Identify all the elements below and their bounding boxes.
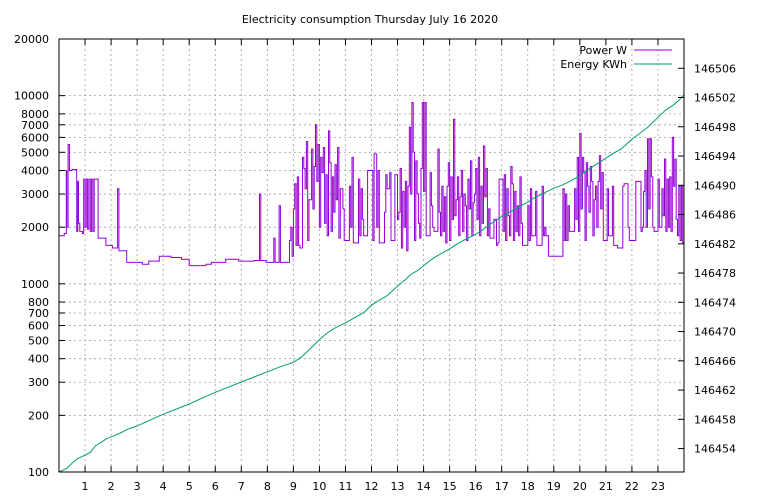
y-left-tick-label: 300: [28, 376, 49, 389]
x-tick-label: 17: [495, 480, 509, 493]
x-tick-label: 19: [547, 480, 561, 493]
x-tick-label: 23: [651, 480, 665, 493]
energy-series-line: [58, 94, 685, 473]
y-left-tick-label: 20000: [14, 33, 49, 46]
plot-frame: [58, 38, 685, 473]
x-tick-label: 22: [625, 480, 639, 493]
x-tick-label: 13: [391, 480, 405, 493]
legend: Power W Energy KWh: [560, 44, 672, 71]
y-right-tick-label: 146486: [694, 209, 736, 222]
y-right-tick-label: 146498: [694, 121, 736, 134]
y-right-tick-label: 146466: [694, 355, 736, 368]
x-tick-label: 11: [338, 480, 352, 493]
y-right-tick-label: 146470: [694, 326, 736, 339]
x-tick-label: 1: [82, 480, 89, 493]
x-tick-label: 12: [365, 480, 379, 493]
y-left-tick-label: 3000: [21, 188, 49, 201]
x-tick-label: 9: [290, 480, 297, 493]
x-tick-label: 21: [599, 480, 613, 493]
y-left-tick-label: 1000: [21, 278, 49, 291]
y-left-tick-label: 600: [28, 320, 49, 333]
legend-label-power: Power W: [579, 44, 627, 57]
legend-label-energy: Energy KWh: [560, 58, 627, 71]
y-right-tick-label: 146462: [694, 384, 736, 397]
x-tick-label: 10: [312, 480, 326, 493]
x-tick-label: 6: [212, 480, 219, 493]
y-left-tick-label: 10000: [14, 90, 49, 103]
grid-layer: [59, 38, 684, 473]
y-right-tick-label: 146458: [694, 413, 736, 426]
axis-layer: 1 2 3 4 5 6 7 8 9 10 11 12 13 14 15 16 17 18 19 20 21 22 23100…: [14, 33, 736, 493]
y-left-tick-label: 200: [28, 409, 49, 422]
x-tick-label: 20: [573, 480, 587, 493]
y-left-tick-label: 2000: [21, 221, 49, 234]
y-right-tick-label: 146482: [694, 238, 736, 251]
y-right-tick-label: 146506: [694, 62, 736, 75]
chart-title: Electricity consumption Thursday July 16…: [242, 13, 498, 26]
y-right-tick-label: 146478: [694, 267, 736, 280]
y-left-tick-label: 7000: [21, 119, 49, 132]
y-right-tick-label: 146502: [694, 92, 736, 105]
x-tick-label: 16: [469, 480, 483, 493]
x-tick-label: 18: [521, 480, 535, 493]
x-tick-label: 3: [134, 480, 141, 493]
y-right-tick-label: 146490: [694, 179, 736, 192]
y-left-tick-label: 800: [28, 296, 49, 309]
y-left-tick-label: 8000: [21, 108, 49, 121]
x-tick-label: 14: [417, 480, 431, 493]
y-left-tick-label: 6000: [21, 131, 49, 144]
y-left-tick-label: 400: [28, 353, 49, 366]
y-left-tick-label: 5000: [21, 146, 49, 159]
y-left-tick-label: 100: [28, 466, 49, 479]
x-tick-label: 5: [186, 480, 193, 493]
x-tick-label: 7: [238, 480, 245, 493]
y-right-tick-label: 146494: [694, 150, 736, 163]
x-tick-label: 4: [160, 480, 167, 493]
y-left-tick-label: 4000: [21, 165, 49, 178]
y-right-tick-label: 146474: [694, 296, 736, 309]
x-tick-label: 2: [108, 480, 115, 493]
y-left-tick-label: 700: [28, 307, 49, 320]
x-tick-label: 15: [443, 480, 457, 493]
plot-layer: [58, 94, 685, 473]
power-series-line: [59, 102, 685, 267]
y-right-tick-label: 146454: [694, 443, 736, 456]
y-left-tick-label: 500: [28, 334, 49, 347]
x-tick-label: 8: [264, 480, 271, 493]
